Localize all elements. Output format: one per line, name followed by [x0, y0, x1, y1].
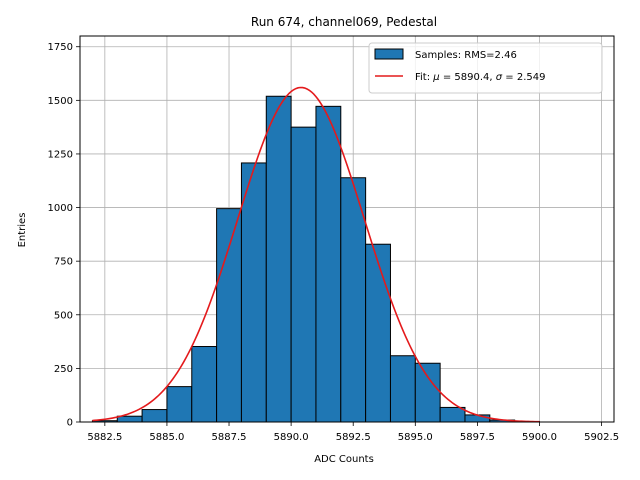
histogram-bar [414, 362, 441, 423]
x-tick-label: 5900.0 [522, 432, 557, 443]
x-axis-label: ADC Counts [314, 454, 374, 465]
legend-box [368, 42, 603, 94]
histogram-bar [340, 177, 367, 423]
histogram-bar [141, 409, 168, 423]
x-tick-label: 5882.5 [87, 432, 122, 443]
histogram-bar [315, 105, 342, 423]
y-tick-label: 1500 [48, 96, 73, 107]
histogram-bar [166, 386, 193, 423]
histogram-bar [290, 126, 317, 423]
histogram-bar [191, 346, 218, 423]
histogram-bar [389, 355, 416, 423]
x-tick-label: 5890.0 [274, 432, 309, 443]
y-tick-label: 0 [67, 418, 73, 429]
histogram-bar [439, 406, 466, 423]
x-tick-label: 5895.0 [398, 432, 433, 443]
legend: Samples: RMS=2.46 Fit: μ = 5890.4, σ = 2… [368, 42, 603, 94]
plot-frame [79, 35, 615, 423]
y-tick-label: 750 [54, 257, 73, 268]
histogram-bar [464, 414, 491, 423]
histogram-bar [365, 243, 391, 423]
chart-title: Run 674, channel069, Pedestal [251, 15, 437, 29]
x-tick-label: 5885.0 [149, 432, 184, 443]
y-tick-label: 1000 [48, 203, 73, 214]
y-tick-label: 250 [54, 364, 73, 375]
histogram-bar [265, 95, 292, 423]
y-tick-label: 1250 [48, 149, 73, 160]
y-axis-label: Entries [17, 213, 28, 248]
legend-samples-label: Samples: RMS=2.46 [415, 50, 517, 61]
legend-fit-label: Fit: μ = 5890.4, σ = 2.549 [415, 72, 545, 83]
x-tick-label: 5887.5 [212, 432, 247, 443]
y-tick-label: 500 [54, 310, 73, 321]
histogram-bar [240, 162, 267, 423]
x-axis-ticks: 5882.5 5885.0 5887.5 5890.0 5892.5 5895.0 5897… [87, 422, 619, 443]
histogram-bars [91, 95, 540, 423]
fit-curve [92, 86, 540, 423]
x-tick-label: 5897.5 [460, 432, 495, 443]
x-tick-label: 5892.5 [336, 432, 371, 443]
x-tick-label: 5902.5 [584, 432, 619, 443]
y-axis-ticks: 0 250 500 750 1000 1250 1500 1750 [48, 42, 80, 429]
legend-samples-swatch [374, 48, 404, 60]
y-tick-label: 1750 [48, 42, 73, 53]
histogram-bar [116, 415, 143, 423]
histogram-bar [216, 208, 242, 423]
